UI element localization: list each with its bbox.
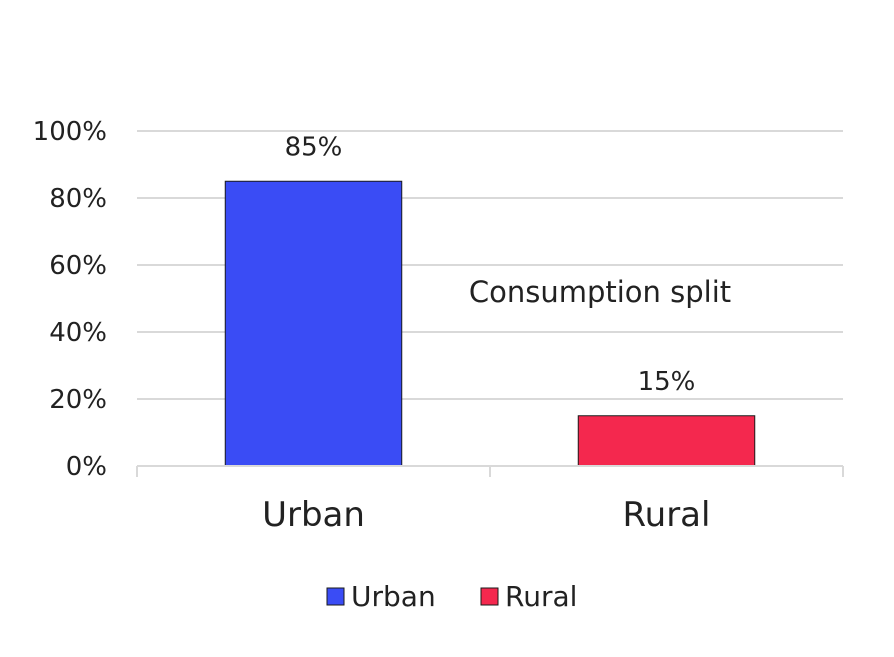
x-tick-label-urban: Urban	[262, 495, 365, 535]
y-axis-ticks: 0% 20% 40% 60% 80% 100%	[33, 117, 107, 482]
y-tick-label: 80%	[49, 184, 107, 214]
legend: Urban Rural	[326, 580, 577, 613]
data-label-rural: 15%	[638, 367, 696, 397]
x-tick-label-rural: Rural	[623, 495, 711, 535]
x-axis: Urban Rural	[136, 465, 844, 535]
bar-urban	[224, 180, 403, 467]
y-tick-label: 60%	[49, 251, 107, 281]
data-labels: 85% 15%	[285, 132, 696, 397]
y-tick-label: 20%	[49, 385, 107, 415]
legend-label-urban: Urban	[351, 580, 436, 613]
bars	[224, 180, 756, 467]
legend-swatch-rural	[480, 587, 499, 606]
annotation-consumption-split: Consumption split	[469, 275, 731, 309]
y-tick-label: 40%	[49, 318, 107, 348]
bar-rural	[577, 415, 756, 467]
legend-swatch-urban	[326, 587, 345, 606]
y-tick-label: 100%	[33, 117, 107, 147]
data-label-urban: 85%	[285, 132, 343, 162]
legend-label-rural: Rural	[505, 580, 577, 613]
y-tick-label: 0%	[66, 452, 107, 482]
